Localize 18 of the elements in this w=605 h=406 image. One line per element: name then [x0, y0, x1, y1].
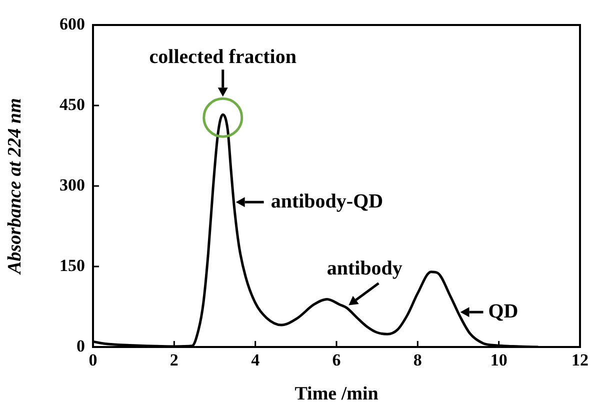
x-tick-label: 8	[413, 350, 422, 370]
y-tick-label: 0	[76, 336, 85, 356]
y-tick-label: 600	[60, 14, 85, 34]
annotation: QD	[488, 300, 518, 322]
x-tick-label: 2	[170, 350, 178, 370]
x-tick-label: 0	[88, 350, 98, 370]
y-tick-label: 300	[60, 175, 85, 194]
x-tick-label: 12	[572, 350, 588, 370]
x-tick-label: 4	[251, 350, 260, 370]
x-axis-title: Time /min	[294, 384, 379, 405]
x-tick-label: 6	[332, 350, 341, 370]
y-tick-label: 450	[60, 94, 85, 114]
annotation: antibody-QD	[270, 190, 384, 212]
annotation: collected fraction	[149, 46, 296, 68]
x-tick-label: 10	[490, 350, 508, 370]
y-axis-title: Absorbance at 224 nm	[4, 98, 26, 275]
annotation: antibody	[326, 257, 402, 280]
y-tick-label: 150	[60, 256, 85, 275]
